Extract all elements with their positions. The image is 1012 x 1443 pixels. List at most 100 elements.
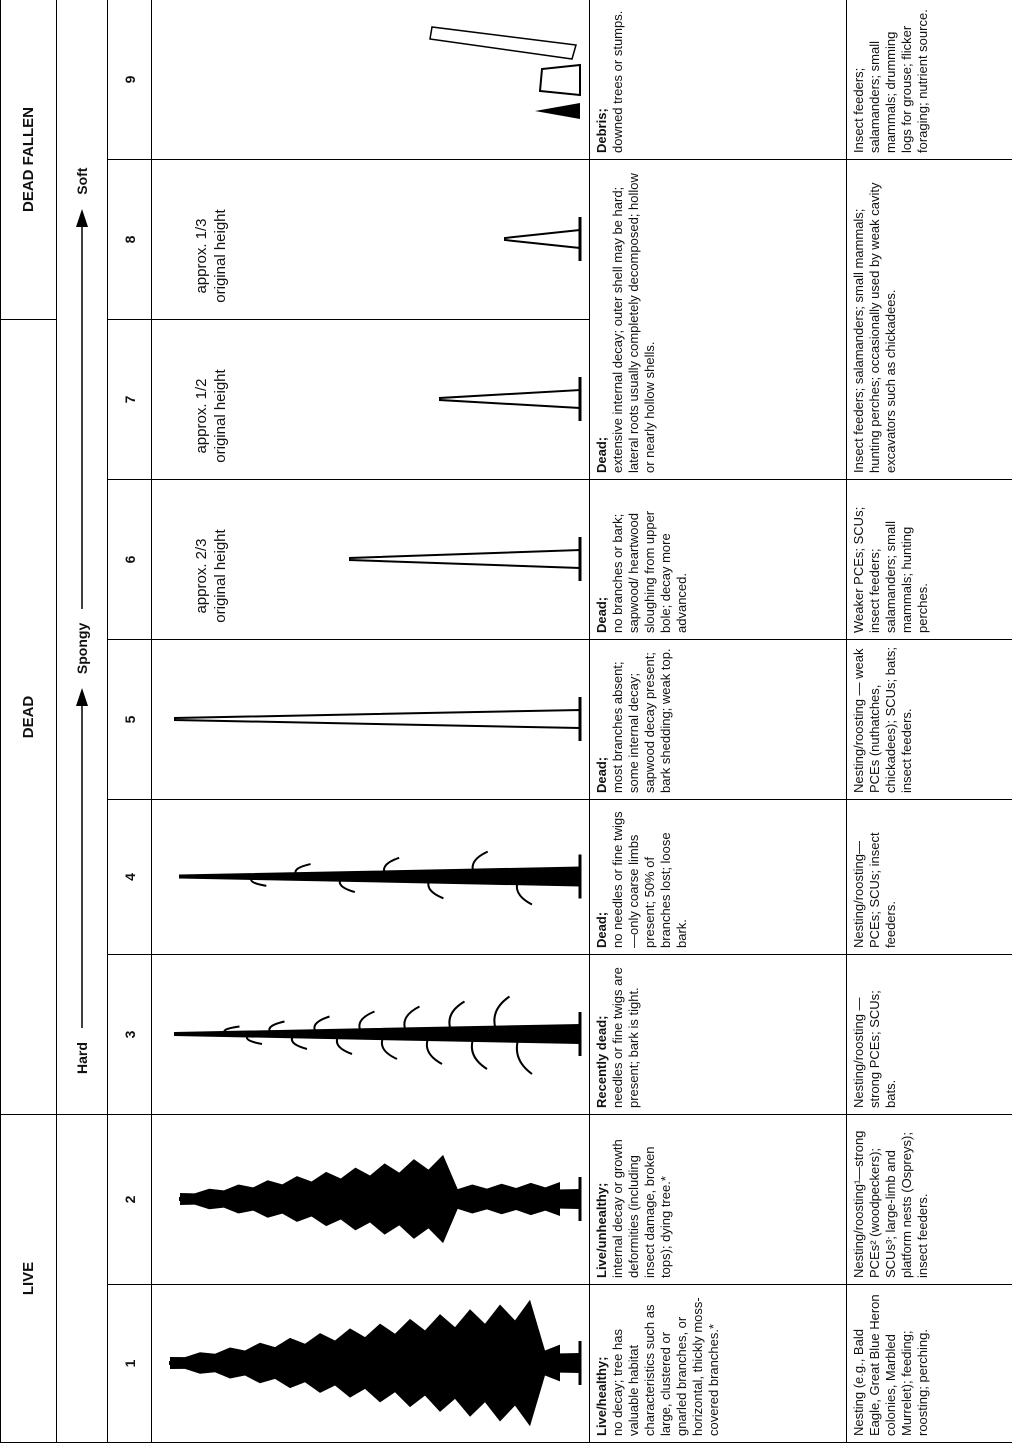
branch bbox=[336, 1033, 353, 1055]
branch bbox=[427, 875, 444, 900]
trunk bbox=[504, 228, 581, 250]
drawing-cell bbox=[151, 1114, 590, 1285]
trunk bbox=[439, 388, 581, 410]
branch bbox=[250, 875, 267, 887]
branch bbox=[338, 875, 356, 894]
drawing-cell bbox=[151, 954, 590, 1115]
description-row: Live/healthy; no decay; tree has valuable… bbox=[589, 0, 847, 1443]
branch bbox=[471, 850, 489, 878]
group: DEAD bbox=[0, 319, 57, 1115]
branch bbox=[471, 1033, 488, 1070]
stages: Hard Spongy Soft bbox=[74, 0, 90, 1114]
stage-row: Hard Spongy Soft bbox=[56, 0, 108, 1443]
tree-drawing bbox=[439, 377, 582, 421]
group: LIVE bbox=[0, 1114, 57, 1443]
drawing-cell bbox=[151, 639, 590, 800]
tree-drawing bbox=[169, 1299, 582, 1427]
branch bbox=[516, 1033, 533, 1075]
branch bbox=[313, 1015, 330, 1035]
description: Dead; extensive internal decay; outer she… bbox=[589, 159, 847, 480]
wildlife-use: Nesting (e.g., Bald Eagle, Great Blue He… bbox=[846, 1284, 1012, 1443]
description-lead: Live/unhealthy; bbox=[594, 1182, 609, 1278]
tree-drawing bbox=[429, 26, 581, 119]
description: Dead; no needles or fine twigs—only coars… bbox=[589, 799, 847, 955]
description: Live/unhealthy; internal decay or growth … bbox=[589, 1114, 847, 1285]
class-number: 7 bbox=[107, 319, 152, 480]
wildlife-use: Weaker PCEs; SCUs; insect feeders; salam… bbox=[846, 479, 1012, 640]
description-text: internal decay or growth deformities (in… bbox=[610, 1139, 673, 1278]
description-lead: Dead; bbox=[594, 911, 609, 948]
description: Live/healthy; no decay; tree has valuable… bbox=[589, 1284, 847, 1443]
tree-drawing bbox=[174, 995, 582, 1075]
class-number: 8 bbox=[107, 159, 152, 320]
branch bbox=[246, 1033, 263, 1045]
drawing-cell bbox=[151, 799, 590, 955]
wildlife-use: Insect feeders; salamanders; small mamma… bbox=[846, 0, 1012, 160]
description-lead: Dead; bbox=[594, 436, 609, 473]
branch bbox=[291, 1033, 308, 1050]
class-number: 1 bbox=[107, 1284, 152, 1443]
tree-drawing bbox=[349, 537, 582, 581]
drawing-cell bbox=[151, 1284, 590, 1443]
drawing-cell: approx. 1/2 original height bbox=[151, 319, 590, 480]
log bbox=[429, 26, 577, 60]
branch bbox=[223, 1025, 240, 1035]
description: Debris; downed trees or stumps. bbox=[589, 0, 847, 160]
wildlife-use: Nesting/roosting — strong PCEs; SCUs; ba… bbox=[846, 954, 1012, 1115]
branch bbox=[381, 1033, 398, 1060]
drawing-cell: approx. 2/3 original height bbox=[151, 479, 590, 640]
stage: Spongy bbox=[74, 622, 90, 675]
description-lead: Dead; bbox=[594, 596, 609, 633]
class-number: 5 bbox=[107, 639, 152, 800]
arrow bbox=[76, 688, 88, 1029]
stage: Soft bbox=[74, 167, 90, 195]
drawing-cell bbox=[151, 0, 590, 160]
arrow bbox=[76, 208, 88, 609]
branch bbox=[268, 1020, 285, 1035]
description-text: no branches or bark; sapwood/ heartwood … bbox=[610, 510, 689, 633]
branch bbox=[448, 1000, 466, 1035]
group-row: LIVE DEAD DEAD FALLEN bbox=[0, 0, 57, 1443]
description: Dead; most branches absent; some internal… bbox=[589, 639, 847, 800]
height-note: approx. 2/3 original height bbox=[193, 529, 229, 623]
height-note: approx. 1/2 original height bbox=[193, 369, 229, 463]
description-text: no decay; tree has valuable habitat char… bbox=[610, 1297, 721, 1436]
branch bbox=[493, 995, 511, 1035]
branch bbox=[294, 863, 311, 878]
drawing-row: approx. 2/3 original height approx. 1/2 o… bbox=[151, 0, 590, 1443]
tree-drawing bbox=[174, 697, 582, 741]
description-lead: Dead; bbox=[594, 756, 609, 793]
branch bbox=[358, 1010, 375, 1035]
tree-drawing bbox=[179, 1154, 582, 1244]
description-text: needles or fine twigs are present; bark … bbox=[610, 967, 641, 1108]
class-number: 4 bbox=[107, 799, 152, 955]
trunk bbox=[349, 548, 581, 570]
class-number: 3 bbox=[107, 954, 152, 1115]
description-text: extensive internal decay; outer shell ma… bbox=[610, 173, 657, 473]
branch bbox=[403, 1005, 420, 1035]
class-number: 9 bbox=[107, 0, 152, 160]
description: Recently dead; needles or fine twigs are … bbox=[589, 954, 847, 1115]
stage-cell: Hard Spongy Soft bbox=[56, 0, 108, 1115]
stump bbox=[538, 63, 581, 97]
branch bbox=[516, 875, 533, 906]
branch bbox=[426, 1033, 443, 1065]
description-text: downed trees or stumps. bbox=[610, 10, 625, 153]
wildlife-use: Insect feeders; salamanders; small mamma… bbox=[846, 159, 1012, 480]
description-lead: Live/healthy; bbox=[594, 1356, 609, 1436]
class-number: 6 bbox=[107, 479, 152, 640]
description-text: most branches absent; some internal deca… bbox=[610, 648, 673, 793]
empty-cell bbox=[56, 1114, 108, 1443]
trunk bbox=[174, 708, 581, 730]
use-row: Nesting (e.g., Bald Eagle, Great Blue He… bbox=[846, 0, 1012, 1443]
drawing-cell: approx. 1/3 original height bbox=[151, 159, 590, 320]
class-number: 2 bbox=[107, 1114, 152, 1285]
tree-drawing bbox=[179, 850, 582, 906]
wildlife-use: Nesting/roosting — weak PCEs (nuthatches… bbox=[846, 639, 1012, 800]
foliage bbox=[180, 1154, 560, 1244]
stage: Hard bbox=[74, 1042, 90, 1074]
